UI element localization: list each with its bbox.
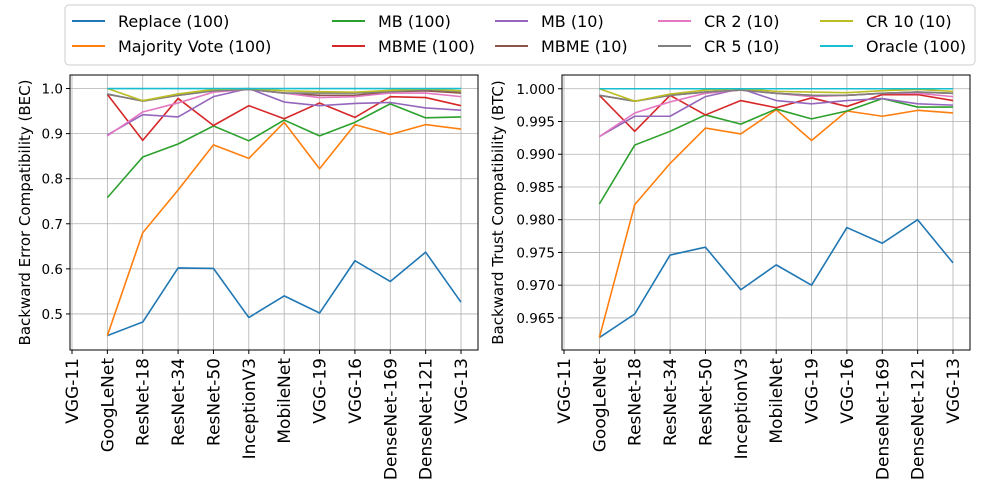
legend-label: MB (100) — [378, 12, 451, 31]
y-tick-label: 0.980 — [516, 213, 555, 229]
x-tick-label-resnet-34: ResNet-34 — [169, 358, 189, 446]
axes-frame — [69, 74, 479, 351]
legend-label: Replace (100) — [118, 12, 229, 31]
y-tick-label: 0.965 — [516, 311, 555, 327]
series-line-replace-100 — [598, 218, 954, 339]
legend-item-cr-10-10: CR 10 (10) — [820, 12, 952, 31]
x-tick-label-vgg-11: VGG-11 — [555, 358, 575, 424]
legend-item-mbme-100: MBME (100) — [332, 37, 475, 56]
series-line-mb-10 — [598, 87, 954, 138]
y-tick-label: 1.0 — [42, 82, 63, 98]
x-tick-label-resnet-18: ResNet-18 — [626, 358, 646, 446]
legend-label: MBME (10) — [541, 37, 628, 56]
x-axis: VGG-11 GoogLeNet ResNet-18 ResNet-34 ResNet-… — [555, 350, 964, 480]
y-axis: 0.965 0.970 0.975 0.980 0.985 0.990 0.995 1.000 — [516, 82, 562, 327]
legend-item-mb-100: MB (100) — [332, 12, 451, 31]
x-tick-label-resnet-34: ResNet-34 — [661, 358, 681, 446]
x-tick-label-inceptionv3: InceptionV3 — [732, 358, 752, 459]
series-line-mb-10 — [106, 87, 462, 136]
x-tick-label-mobilenet: MobileNet — [275, 358, 295, 444]
x-tick-label-vgg-16: VGG-16 — [838, 358, 858, 424]
x-axis: VGG-11 GoogLeNet ResNet-18 ResNet-34 ResNet-… — [63, 350, 472, 480]
x-tick-label-vgg-16: VGG-16 — [346, 358, 366, 424]
legend-label: MB (10) — [541, 12, 604, 31]
legend-label: Majority Vote (100) — [118, 37, 271, 56]
y-tick-label: 0.975 — [516, 245, 555, 261]
x-tick-label-densenet-121: DenseNet-121 — [909, 358, 929, 480]
legend-item-replace-100: Replace (100) — [72, 12, 229, 31]
legend-item-oracle-100: Oracle (100) — [820, 37, 966, 56]
x-tick-label-vgg-11: VGG-11 — [63, 358, 83, 424]
x-tick-label-densenet-169: DenseNet-169 — [381, 358, 401, 480]
y-tick-label: 0.8 — [42, 172, 63, 188]
x-tick-label-resnet-18: ResNet-18 — [134, 358, 154, 446]
series-line-cr-10-10 — [599, 87, 954, 102]
series-line-mbme-100 — [598, 93, 954, 133]
series-lines — [598, 87, 954, 339]
legend: Replace (100) Majority Vote (100) MB (100)… — [64, 4, 976, 66]
x-tick-label-resnet-50: ResNet-50 — [696, 358, 716, 446]
series-line-mbme-100 — [106, 93, 462, 142]
y-axis-title: Backward Trust Compatibility (BTC) — [489, 80, 507, 345]
x-tick-label-vgg-19: VGG-19 — [803, 358, 823, 424]
y-tick-label: 1.000 — [516, 82, 555, 98]
x-tick-label-vgg-19: VGG-19 — [311, 358, 331, 424]
bec-chart-panel: 0.5 0.6 0.7 0.8 0.9 1.0 VGG-11 GoogLeNet ResNet-… — [16, 74, 479, 480]
series-line-majority-vote-100 — [106, 121, 462, 336]
series-line-cr-5-10 — [107, 88, 462, 102]
legend-item-cr-2-10: CR 2 (10) — [658, 12, 779, 31]
y-axis: 0.5 0.6 0.7 0.8 0.9 1.0 — [42, 82, 70, 323]
series-line-mb-100 — [598, 97, 953, 205]
legend-item-majority-vote-100: Majority Vote (100) — [72, 37, 271, 56]
x-tick-label-densenet-121: DenseNet-121 — [417, 358, 437, 480]
legend-frame — [64, 4, 976, 66]
y-tick-label: 0.5 — [42, 307, 63, 323]
x-tick-label-googlenet: GoogLeNet — [98, 358, 118, 453]
series-line-mb-100 — [106, 103, 462, 199]
legend-item-mbme-10: MBME (10) — [495, 37, 628, 56]
series-line-cr-10-10 — [107, 87, 462, 102]
legend-label: Oracle (100) — [866, 37, 966, 56]
legend-label: CR 5 (10) — [704, 37, 779, 56]
y-axis-title: Backward Error Compatibility (BEC) — [16, 80, 34, 346]
series-lines — [106, 87, 462, 337]
x-tick-label-vgg-13: VGG-13 — [452, 358, 472, 424]
gridlines — [70, 75, 478, 350]
y-tick-label: 0.7 — [42, 217, 63, 233]
legend-item-cr-5-10: CR 5 (10) — [658, 37, 779, 56]
x-tick-label-resnet-50: ResNet-50 — [204, 358, 224, 446]
y-tick-label: 0.990 — [516, 147, 555, 163]
y-tick-label: 0.6 — [42, 262, 63, 278]
series-line-replace-100 — [107, 251, 462, 337]
x-tick-label-vgg-13: VGG-13 — [944, 358, 964, 424]
y-tick-label: 0.995 — [516, 114, 555, 130]
legend-label: CR 10 (10) — [866, 12, 952, 31]
y-tick-label: 0.970 — [516, 278, 555, 294]
btc-chart-panel: 0.965 0.970 0.975 0.980 0.985 0.990 0.995 1.000… — [489, 74, 971, 480]
x-tick-label-mobilenet: MobileNet — [767, 358, 787, 444]
y-tick-label: 0.9 — [42, 127, 63, 143]
x-tick-label-inceptionv3: InceptionV3 — [240, 358, 260, 459]
legend-label: MBME (100) — [378, 37, 475, 56]
series-line-cr-5-10 — [599, 89, 954, 102]
x-tick-label-googlenet: GoogLeNet — [590, 358, 610, 453]
axes-frame — [561, 74, 971, 351]
x-tick-label-densenet-169: DenseNet-169 — [873, 358, 893, 480]
legend-item-mb-10: MB (10) — [495, 12, 604, 31]
y-tick-label: 0.985 — [516, 180, 555, 196]
legend-label: CR 2 (10) — [704, 12, 779, 31]
